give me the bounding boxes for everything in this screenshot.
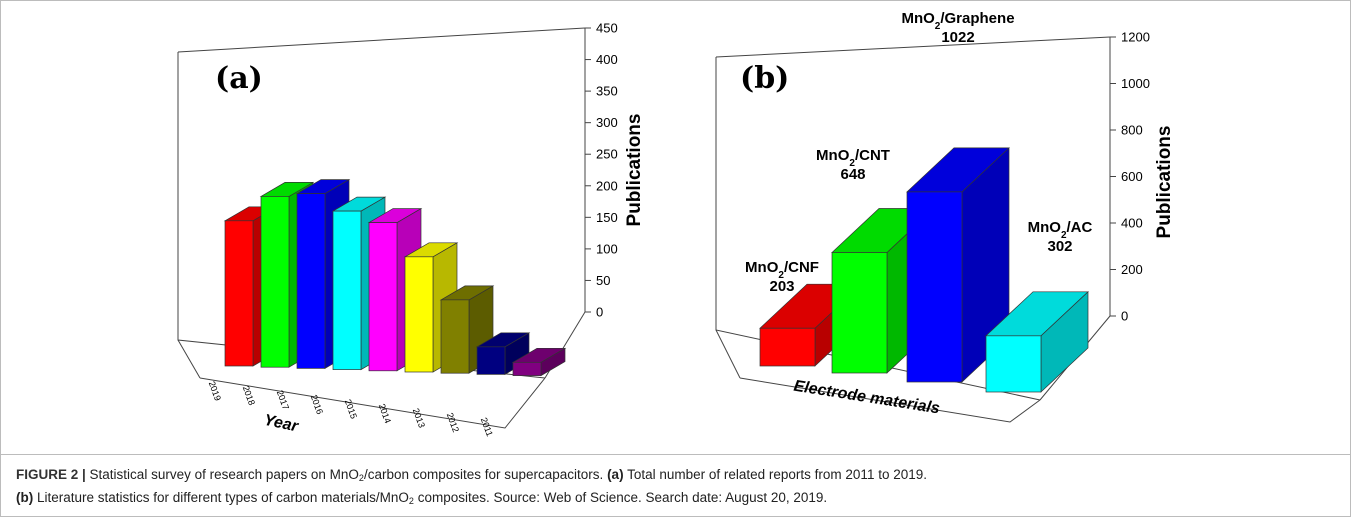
y-tick-label: 250 xyxy=(596,147,618,162)
bar-MnO2/Graphene xyxy=(906,147,1010,383)
caption-text: Literature statistics for different type… xyxy=(33,490,409,505)
panel-label-b: (b) xyxy=(740,61,789,96)
bar-label-value: 203 xyxy=(769,278,794,295)
y-tick-label: 100 xyxy=(596,241,618,256)
caption-figure-label: FIGURE 2 | xyxy=(16,467,86,482)
y-tick-label: 0 xyxy=(596,305,603,320)
x-tick-label: 2016 xyxy=(309,393,325,415)
y-tick-label: 350 xyxy=(596,84,618,99)
bar-2012 xyxy=(475,332,531,376)
caption-subscript: 2 xyxy=(408,496,414,506)
floor-front-edge xyxy=(739,377,1041,423)
floor-left-edge xyxy=(715,329,741,379)
y-axis-title: Publications xyxy=(624,114,645,227)
bar-label-name: MnO2/CNF xyxy=(745,259,819,281)
caption-panel-a-ref: (a) xyxy=(607,467,624,482)
bar-label-value: 648 xyxy=(840,166,865,183)
bar-MnO2/AC xyxy=(985,290,1089,393)
y-tick-label: 50 xyxy=(596,273,610,288)
caption-text: /carbon composites for supercapacitors. xyxy=(363,467,608,482)
y-tick-label: 150 xyxy=(596,210,618,225)
floor-left-edge xyxy=(177,339,201,379)
y-tick-label: 200 xyxy=(596,178,618,193)
y-tick-label: 300 xyxy=(596,115,618,130)
bar-front-face xyxy=(476,346,506,375)
y-tick-label: 450 xyxy=(596,21,618,36)
x-tick-label: 2019 xyxy=(207,380,223,402)
x-tick-label: 2014 xyxy=(377,402,393,424)
chart-panel-b: 0 200 400 600 800 1000 1200 Publications MnO2/CN… xyxy=(715,10,1175,423)
y-tick-label: 800 xyxy=(1121,123,1143,138)
x-tick-label: 2015 xyxy=(343,398,359,420)
frame-top-border xyxy=(0,0,1351,1)
top-wall-edge xyxy=(177,27,586,53)
bar-front-face xyxy=(512,361,542,376)
y-axis-title: Publications xyxy=(1154,126,1175,239)
caption-subscript: 2 xyxy=(358,473,364,483)
figure-caption: FIGURE 2 | Statistical survey of researc… xyxy=(16,465,1336,511)
caption-text: composites. Source: Web of Science. Sear… xyxy=(413,490,828,505)
floor-front-edge xyxy=(199,377,546,429)
figure-charts: 0 50 100 150 200 250 300 350 400 450 Publications 2… xyxy=(177,10,1175,438)
y-tick-label: 600 xyxy=(1121,169,1143,184)
chart-panel-a: 0 50 100 150 200 250 300 350 400 450 Publications 2… xyxy=(177,21,645,438)
bar-label-value: 302 xyxy=(1047,238,1072,255)
bar-front-face xyxy=(985,335,1042,393)
bar-front-face xyxy=(296,193,326,369)
x-tick-label: 2018 xyxy=(241,384,257,406)
y-tick-label: 400 xyxy=(596,52,618,67)
bar-front-face xyxy=(759,327,816,367)
y-tick-label: 1000 xyxy=(1121,76,1150,91)
panel-label-a: (a) xyxy=(215,61,263,96)
caption-line-2: (b) Literature statistics for different … xyxy=(16,488,1336,511)
caption-text: Statistical survey of research papers on… xyxy=(85,467,359,482)
bar-label-name: MnO2/Graphene xyxy=(901,10,1014,32)
caption-panel-b-ref: (b) xyxy=(16,490,34,505)
bar-front-face xyxy=(368,222,398,372)
y-tick-label: 0 xyxy=(1121,309,1128,324)
bar-2011 xyxy=(511,347,567,377)
y-tick-label: 1200 xyxy=(1121,30,1150,45)
bar-front-face xyxy=(440,299,470,374)
frame-left-border xyxy=(0,0,1,517)
bar-front-face xyxy=(906,191,963,383)
y-tick-label: 400 xyxy=(1121,216,1143,231)
x-tick-label: 2011 xyxy=(479,416,495,438)
bar-front-face xyxy=(224,220,254,367)
bar-label-name: MnO2/CNT xyxy=(816,147,890,169)
x-tick-label: 2012 xyxy=(445,411,461,433)
y-tick-label: 200 xyxy=(1121,262,1143,277)
top-wall-edge xyxy=(715,36,1111,58)
bar-front-face xyxy=(831,252,888,374)
caption-line-1: FIGURE 2 | Statistical survey of researc… xyxy=(16,465,1336,488)
bar-front-face xyxy=(404,256,434,373)
bar-label-value: 1022 xyxy=(941,29,974,46)
x-axis-title: Electrode materials xyxy=(792,378,941,418)
caption-text: Total number of related reports from 201… xyxy=(623,467,927,482)
bar-front-face xyxy=(332,210,362,370)
x-axis-title: Year xyxy=(262,412,300,436)
bar-label-name: MnO2/AC xyxy=(1028,219,1093,241)
frame-caption-divider xyxy=(0,454,1351,455)
x-tick-label: 2013 xyxy=(411,407,427,429)
bar-front-face xyxy=(260,196,290,368)
